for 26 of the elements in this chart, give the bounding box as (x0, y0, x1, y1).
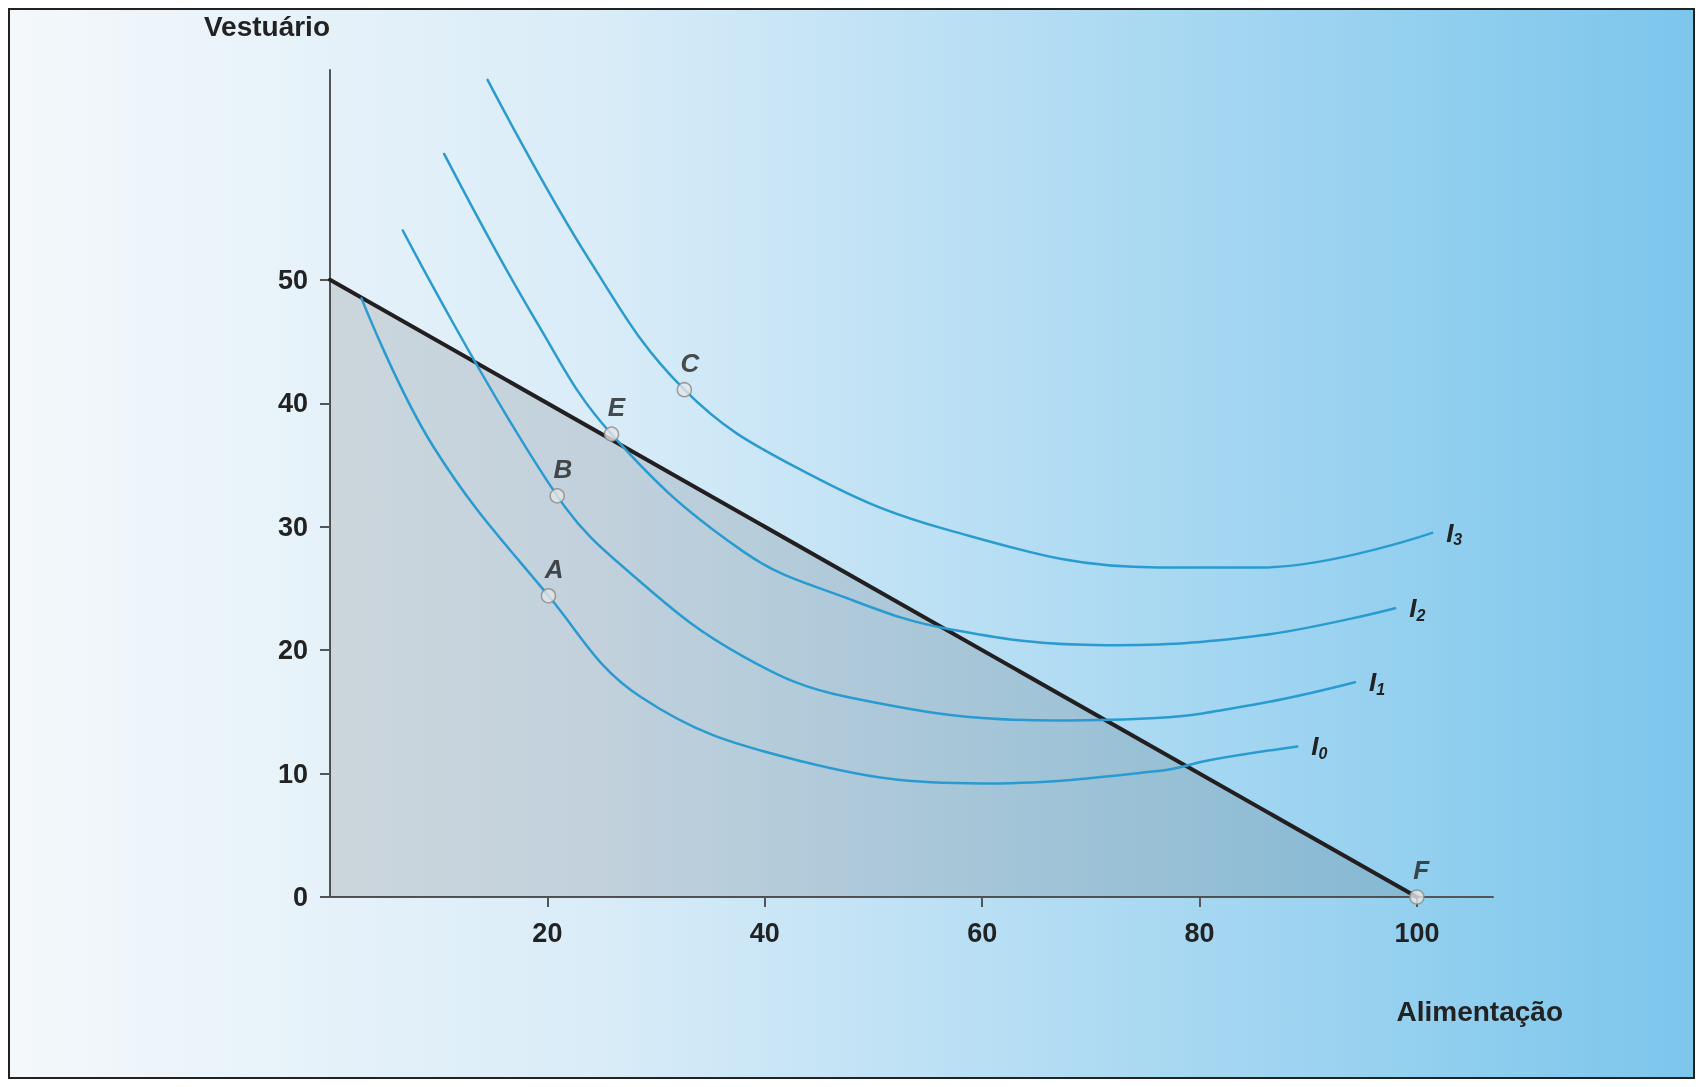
data-label: F (1413, 855, 1431, 886)
line-series (360, 297, 1299, 785)
point (540, 588, 557, 604)
data-label: B (553, 454, 573, 485)
x-axis-title: Alimentação (1396, 995, 1563, 1027)
data-label: E (607, 392, 626, 423)
x-tick-label: 60 (967, 917, 998, 948)
x-tick-label: 40 (749, 917, 780, 948)
data-label: C (680, 347, 701, 378)
point (1409, 889, 1425, 905)
line-series (442, 152, 1397, 647)
y-tick-label: 10 (277, 758, 308, 789)
point (549, 488, 565, 504)
y-tick-label: 30 (277, 511, 308, 542)
y-tick-label: 40 (277, 388, 308, 419)
point (676, 381, 693, 398)
line-series (401, 229, 1357, 722)
x-tick-label: 80 (1184, 917, 1215, 948)
point (603, 426, 620, 442)
x-tick-label: 20 (532, 917, 563, 948)
y-tick-label: 20 (277, 635, 308, 666)
x-tick-label: 100 (1394, 917, 1440, 948)
data-label: A (543, 554, 564, 585)
y-axis-title: Vestuário (203, 10, 330, 42)
y-tick-label: 0 (292, 882, 308, 912)
y-tick-label: 50 (277, 264, 308, 295)
